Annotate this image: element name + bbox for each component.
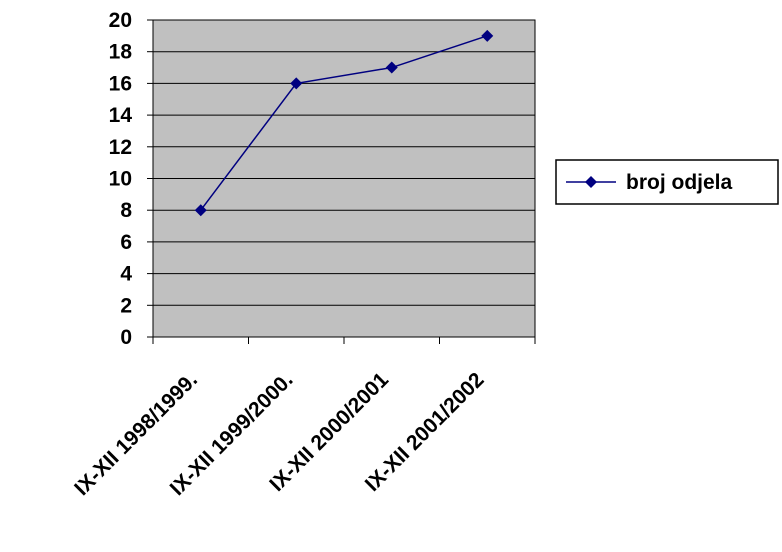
- gridlines: [153, 19, 535, 306]
- data-point-marker: [481, 29, 494, 42]
- y-tick-label: 4: [120, 263, 132, 286]
- y-tick-label: 14: [109, 104, 133, 127]
- y-tick-label: 6: [120, 231, 132, 254]
- y-tick-label: 10: [109, 168, 132, 191]
- x-axis-ticks: IX-XII 1998/1999.IX-XII 1999/2000.IX-XII…: [70, 337, 536, 500]
- y-tick-label: 12: [109, 136, 132, 159]
- legend-marker-swatch: [585, 176, 597, 188]
- y-tick-label: 18: [109, 41, 133, 64]
- y-tick-label: 8: [120, 199, 132, 222]
- data-point-marker: [385, 61, 398, 74]
- series-group: [194, 29, 494, 217]
- legend-label: broj odjela: [626, 171, 733, 194]
- y-tick-label: 0: [120, 326, 132, 349]
- data-point-marker: [194, 204, 207, 217]
- y-axis-ticks: 0 2 4 6 8 10 12 14 16 18 20: [109, 9, 153, 349]
- y-tick-label: 2: [120, 294, 132, 317]
- legend: broj odjela: [555, 159, 779, 205]
- series-line: [200, 35, 488, 211]
- y-tick-label: 16: [109, 72, 132, 95]
- data-point-marker: [290, 77, 303, 90]
- y-tick-label: 20: [109, 9, 132, 32]
